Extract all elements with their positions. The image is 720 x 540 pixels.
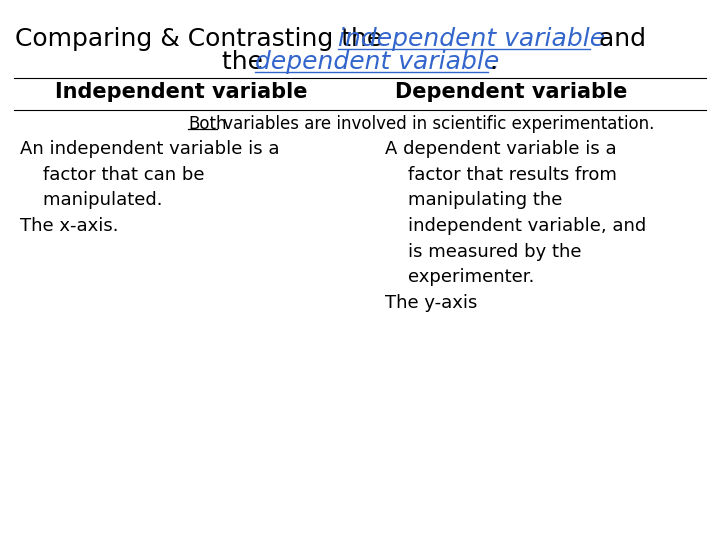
Text: the: the bbox=[222, 50, 271, 74]
Text: Both: Both bbox=[188, 115, 227, 133]
Text: .: . bbox=[489, 50, 497, 74]
Text: dependent variable: dependent variable bbox=[255, 50, 499, 74]
Text: independent variable: independent variable bbox=[338, 27, 605, 51]
Text: variables are involved in scientific experimentation.: variables are involved in scientific exp… bbox=[218, 115, 654, 133]
Text: A dependent variable is a
    factor that results from
    manipulating the
    : A dependent variable is a factor that re… bbox=[385, 140, 647, 312]
Text: Dependent variable: Dependent variable bbox=[395, 82, 627, 102]
Text: Comparing & Contrasting the: Comparing & Contrasting the bbox=[15, 27, 390, 51]
Text: An independent variable is a
    factor that can be
    manipulated.
The x-axis.: An independent variable is a factor that… bbox=[20, 140, 279, 235]
Text: and: and bbox=[591, 27, 646, 51]
Text: Independent variable: Independent variable bbox=[55, 82, 307, 102]
